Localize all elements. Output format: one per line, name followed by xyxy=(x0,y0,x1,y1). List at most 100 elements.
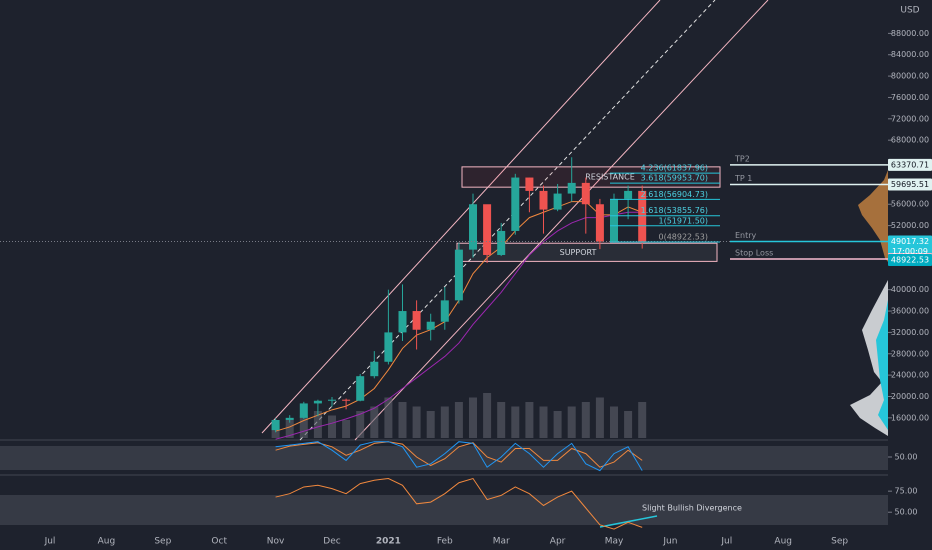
volume-bar xyxy=(511,406,520,438)
y-tick-label: 16000.00 xyxy=(891,413,929,422)
x-tick-label: Mar xyxy=(493,537,510,547)
candle-body xyxy=(581,182,590,205)
volume-bar xyxy=(313,411,322,438)
channel-lower xyxy=(354,0,769,441)
currency: USD xyxy=(900,6,919,16)
candle-body xyxy=(567,182,576,194)
y-tick-label: 80000.00 xyxy=(891,72,929,81)
volume-bar xyxy=(384,397,393,438)
volume-bar xyxy=(356,411,365,438)
annotation: Slight Bullish Divergence xyxy=(642,504,742,513)
candle-body xyxy=(342,399,351,401)
x-tick-label: Jul xyxy=(44,537,56,547)
channel-mid xyxy=(299,0,716,441)
volume-bar xyxy=(525,402,534,438)
volume-bar xyxy=(454,402,463,438)
candle-body xyxy=(454,249,463,301)
level-label: TP 1 xyxy=(734,174,752,183)
candle-body xyxy=(384,332,393,362)
volume-bar xyxy=(328,415,336,438)
price-tag-label: 63370.71 xyxy=(891,160,929,169)
volume-bar xyxy=(539,406,548,438)
moving-average xyxy=(275,211,643,440)
candle-body xyxy=(511,177,520,231)
volume-bar xyxy=(497,402,506,438)
zone-label: RESISTANCE xyxy=(585,173,635,182)
x-tick-label: Dec xyxy=(323,537,340,547)
volume-bar xyxy=(483,393,492,438)
x-tick-label: 2021 xyxy=(376,537,401,547)
candle-body xyxy=(595,204,604,242)
y-tick-label: 84000.00 xyxy=(891,50,929,59)
divergence-line xyxy=(599,515,658,528)
y-tick-label: 76000.00 xyxy=(891,93,929,102)
volume-bar xyxy=(440,406,449,438)
volume-profile xyxy=(876,300,888,430)
y-tick-label: 36000.00 xyxy=(891,307,929,316)
volume-profile xyxy=(858,170,888,262)
volume-bar xyxy=(426,411,435,438)
candle-body xyxy=(525,177,534,191)
fib-label: 2.618(56904.73) xyxy=(641,190,708,199)
x-tick-label: May xyxy=(605,537,624,547)
price-tag-label: 49017.32 xyxy=(891,237,929,246)
stoch-k xyxy=(275,441,643,472)
candle-body xyxy=(356,376,365,401)
price-tag xyxy=(888,158,932,171)
fib-label: 1(51971.50) xyxy=(658,216,708,225)
candle-body xyxy=(497,230,506,255)
stoch-band xyxy=(0,446,888,470)
level-label: Stop Loss xyxy=(735,248,773,257)
y-tick-label: 72000.00 xyxy=(891,114,929,123)
candle-body xyxy=(398,311,407,333)
candle-body xyxy=(624,190,633,199)
volume-profile xyxy=(850,280,888,436)
y-tick-label: 75.00 xyxy=(895,487,918,496)
candle-body xyxy=(313,400,322,404)
volume-bar xyxy=(299,415,308,438)
candle-body xyxy=(299,403,308,418)
rsi-band xyxy=(0,495,888,525)
fib-label: 0(48922.53) xyxy=(658,233,708,242)
candle-body xyxy=(638,190,647,242)
candle-body xyxy=(370,361,379,377)
fib-label: 3.618(59953.70) xyxy=(641,174,708,183)
price-tag xyxy=(888,235,932,258)
volume-bar xyxy=(553,411,562,438)
candle-body xyxy=(271,419,280,431)
candle-body xyxy=(426,321,435,330)
x-tick-label: Nov xyxy=(267,537,285,547)
candle-body xyxy=(483,204,492,255)
x-tick-label: Jul xyxy=(720,537,732,547)
y-tick-label: 50.00 xyxy=(895,508,918,517)
y-tick-label: 32000.00 xyxy=(891,328,929,337)
rsi-line xyxy=(275,477,643,530)
y-tick-label: 40000.00 xyxy=(891,285,929,294)
price-tag xyxy=(888,178,932,191)
y-tick-label: 50.00 xyxy=(895,453,918,462)
volume-bar xyxy=(469,397,477,438)
x-tick-label: Aug xyxy=(774,537,792,547)
x-tick-label: Aug xyxy=(98,537,116,547)
candle-body xyxy=(610,198,618,242)
x-tick-label: Sep xyxy=(831,537,848,547)
level-label: Entry xyxy=(735,231,757,240)
y-tick-label: 68000.00 xyxy=(891,136,929,145)
y-tick-label: 28000.00 xyxy=(891,349,929,358)
y-tick-label: 52000.00 xyxy=(891,221,929,230)
countdown: 17:00:09 xyxy=(892,247,928,256)
candle-body xyxy=(285,417,294,420)
y-tick-label: 24000.00 xyxy=(891,371,929,380)
volume-bar xyxy=(567,406,576,438)
candle-body xyxy=(553,193,562,210)
y-tick-label: 56000.00 xyxy=(891,200,929,209)
volume-bar xyxy=(595,397,604,438)
fib-label: 4.236(61837.96) xyxy=(641,164,708,173)
volume-bar xyxy=(285,420,294,438)
x-tick-label: Apr xyxy=(550,537,566,547)
volume-bar xyxy=(370,406,379,438)
volume-bar xyxy=(638,402,647,438)
stoch-d xyxy=(275,441,643,468)
volume-bar xyxy=(610,406,618,438)
